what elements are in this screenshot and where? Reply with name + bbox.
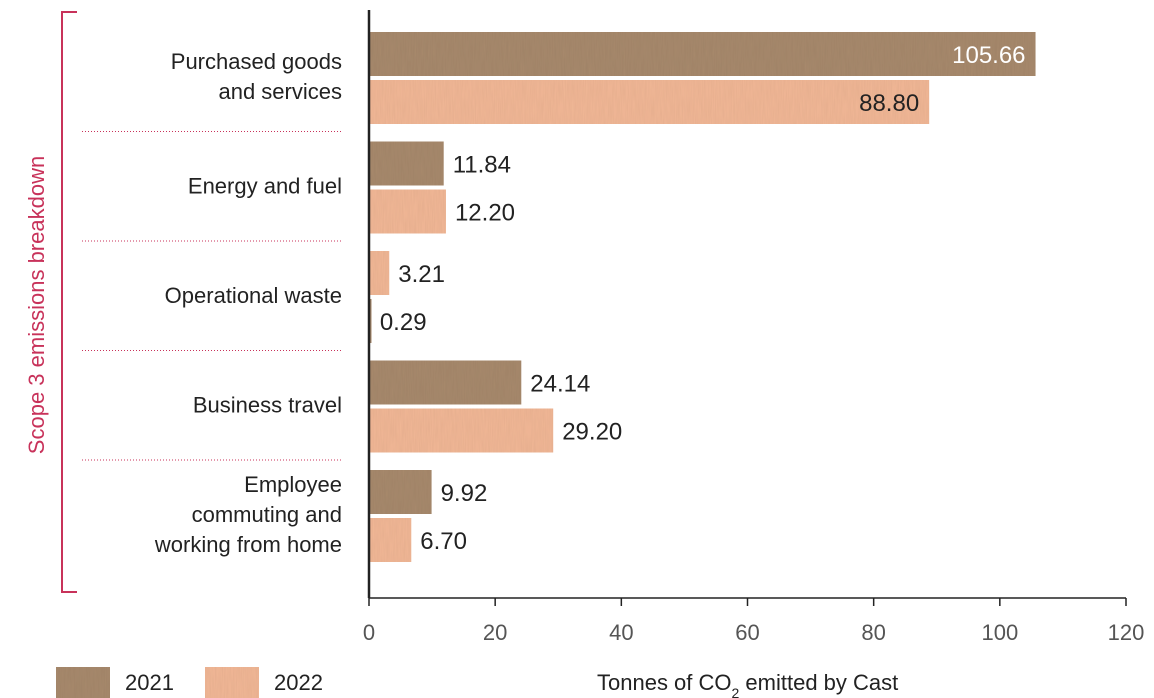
value-label: 9.92: [441, 480, 488, 507]
group-bracket: Scope 3 emissions breakdown: [24, 11, 77, 593]
bar-2021: [369, 470, 432, 514]
category-label: commuting and: [192, 502, 342, 527]
bar-2021: [369, 32, 1036, 76]
legend-label-2022: 2022: [274, 670, 323, 695]
value-label: 6.70: [420, 528, 467, 555]
category-label: Energy and fuel: [188, 174, 342, 199]
category-label: Operational waste: [165, 283, 342, 308]
x-axis-label: Tonnes of CO2 emitted by Cast: [597, 670, 898, 698]
bar-2022: [369, 80, 930, 124]
x-tick-label: 60: [735, 620, 759, 645]
category-label: Business travel: [193, 393, 342, 418]
bar-2021: [369, 360, 522, 405]
x-axis-ticks: 0 20 40 60 80 100 120: [363, 598, 1144, 645]
legend-label-2021: 2021: [125, 670, 174, 695]
legend-swatch-2021: [56, 667, 110, 698]
value-labels: 105.66 88.80 11.84 12.20 3.21 0.29 24.14 29.20 9…: [380, 42, 1026, 555]
x-tick-label: 0: [363, 620, 375, 645]
value-label: 24.14: [530, 371, 590, 398]
value-label: 88.80: [859, 90, 919, 117]
x-tick-label: 80: [861, 620, 885, 645]
value-label: 0.29: [380, 309, 427, 336]
bars: [369, 32, 1036, 562]
value-label: 3.21: [398, 261, 445, 288]
x-tick-label: 20: [483, 620, 507, 645]
category-labels: Purchased goods and services Energy and fu…: [154, 49, 342, 557]
x-tick-label: 100: [981, 620, 1018, 645]
legend-swatch-2022: [205, 667, 259, 698]
category-label: working from home: [154, 532, 342, 557]
x-tick-label: 120: [1108, 620, 1145, 645]
value-label: 11.84: [453, 152, 511, 179]
value-label: 12.20: [455, 200, 515, 227]
bar-2021: [369, 141, 444, 186]
group-label: Scope 3 emissions breakdown: [24, 156, 49, 454]
bar-2022: [369, 189, 446, 234]
category-dividers: [82, 131, 342, 461]
category-label: Employee: [244, 472, 342, 497]
value-label: 29.20: [562, 419, 622, 446]
bar-2022: [369, 408, 554, 453]
legend: 2021 2022: [56, 667, 323, 698]
group-bracket-line: [61, 11, 77, 593]
x-tick-label: 40: [609, 620, 633, 645]
value-label: 105.66: [952, 42, 1025, 69]
category-label: and services: [218, 79, 342, 104]
bar-2022: [369, 251, 390, 295]
category-label: Purchased goods: [171, 49, 342, 74]
bar-2022: [369, 518, 412, 562]
